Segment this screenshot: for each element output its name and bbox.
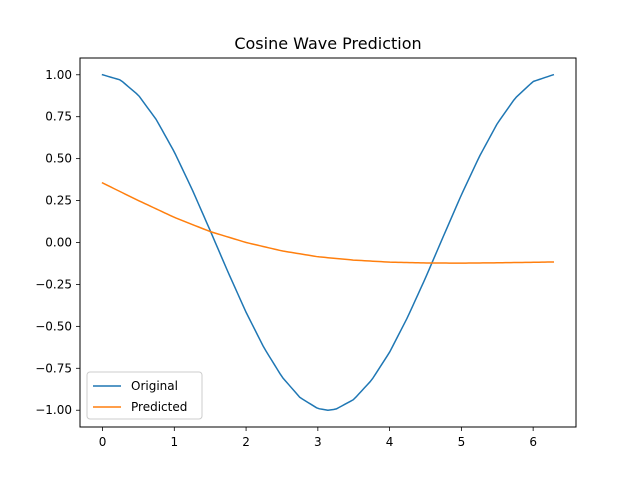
chart-title: Cosine Wave Prediction bbox=[234, 34, 421, 53]
x-tick-label: 2 bbox=[242, 435, 250, 449]
x-tick-label: 4 bbox=[386, 435, 394, 449]
y-tick-label: −0.75 bbox=[35, 361, 72, 375]
y-tick-label: 0.50 bbox=[45, 152, 72, 166]
y-tick-label: 0.75 bbox=[45, 110, 72, 124]
x-axis: 0 1 2 3 4 5 6 bbox=[99, 427, 537, 449]
legend-label-original: Original bbox=[131, 379, 178, 393]
series-line-original bbox=[101, 73, 555, 411]
y-tick-label: −0.50 bbox=[35, 319, 72, 333]
plot-lines bbox=[101, 73, 555, 411]
legend-label-predicted: Predicted bbox=[131, 400, 187, 414]
x-tick-label: 6 bbox=[529, 435, 537, 449]
x-tick-label: 0 bbox=[99, 435, 107, 449]
y-tick-label: −0.25 bbox=[35, 277, 72, 291]
y-tick-label: 0.00 bbox=[45, 236, 72, 250]
y-tick-label: −1.00 bbox=[35, 403, 72, 417]
y-axis: 1.00 0.75 0.50 0.25 0.00 −0.25 −0.50 −0.75 −1.00 bbox=[35, 68, 80, 417]
series-line-predicted bbox=[101, 181, 555, 264]
y-tick-label: 1.00 bbox=[45, 68, 72, 82]
y-tick-label: 0.25 bbox=[45, 194, 72, 208]
x-tick-label: 3 bbox=[314, 435, 322, 449]
legend: Original Predicted bbox=[86, 371, 203, 420]
x-tick-label: 5 bbox=[458, 435, 466, 449]
x-tick-label: 1 bbox=[170, 435, 178, 449]
